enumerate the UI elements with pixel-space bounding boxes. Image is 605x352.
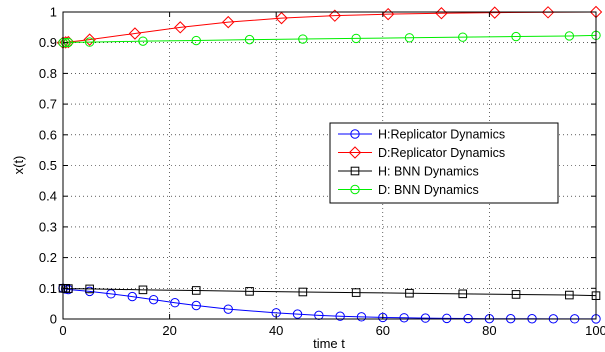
y-tick-label: 0.3 — [39, 219, 57, 234]
data-point — [128, 27, 142, 40]
y-tick-label: 0.6 — [39, 127, 57, 142]
tick-labels: 0 20 40 60 80 100 0 0.1 0.2 0.3 0.4 0.5 0.6 0.7 0.8 0.9… — [39, 5, 605, 339]
y-axis-label: x(t) — [11, 156, 26, 175]
data-point — [541, 6, 555, 19]
data-point — [127, 291, 137, 302]
data-point — [60, 38, 71, 48]
legend-item: H: BNN Dynamics — [338, 165, 479, 179]
data-point — [335, 311, 345, 321]
legend-label: D: BNN Dynamics — [378, 183, 479, 197]
legend-marker — [348, 146, 362, 159]
y-tick-label: 0.2 — [39, 250, 57, 265]
data-point — [511, 290, 521, 299]
data-point — [298, 34, 308, 44]
data-point — [328, 9, 342, 22]
series-line — [62, 11, 597, 44]
y-tick-label: 0 — [50, 312, 57, 327]
legend-item: H:Replicator Dynamics — [338, 128, 505, 142]
y-tick-label: 0.8 — [39, 66, 57, 81]
x-tick-label: 100 — [585, 323, 605, 338]
y-tick-label: 0.4 — [39, 189, 57, 204]
legend-label: H:Replicator Dynamics — [378, 128, 505, 142]
data-point — [148, 294, 159, 305]
data-point — [356, 312, 367, 322]
x-axis-label: time t — [313, 336, 345, 351]
data-point — [420, 313, 431, 323]
data-point — [351, 288, 361, 297]
axis-ticks — [62, 11, 597, 320]
data-point — [170, 298, 180, 308]
data-point — [404, 33, 415, 43]
legend-label: D:Replicator Dynamics — [378, 146, 505, 160]
data-point — [511, 31, 521, 42]
data-point — [314, 310, 324, 321]
data-point — [405, 288, 414, 298]
data-point — [488, 6, 501, 19]
series-line — [63, 34, 597, 44]
data-point — [191, 286, 201, 295]
y-tick-label: 0.5 — [39, 158, 57, 173]
y-tick-label: 0.7 — [39, 97, 57, 112]
data-point — [138, 285, 148, 295]
legend-item: D:Replicator Dynamics — [338, 146, 505, 160]
data-point — [399, 313, 409, 323]
legend-marker — [350, 166, 360, 176]
x-tick-label: 60 — [376, 323, 390, 338]
series-layer — [56, 5, 603, 324]
x-tick-label: 40 — [269, 323, 283, 338]
data-point — [298, 287, 308, 297]
data-point — [83, 33, 96, 46]
data-point — [565, 290, 574, 300]
data-point — [275, 11, 288, 25]
data-point — [378, 312, 388, 323]
data-point — [138, 36, 148, 46]
data-point — [292, 309, 303, 319]
data-point — [245, 287, 254, 296]
data-point — [223, 304, 233, 314]
legend-label: H: BNN Dynamics — [378, 165, 479, 179]
y-tick-label: 0.1 — [39, 281, 57, 296]
legend-marker — [350, 129, 360, 139]
y-tick-label: 1 — [50, 5, 57, 20]
legend-item: D: BNN Dynamics — [338, 183, 479, 197]
data-point — [174, 21, 187, 34]
data-point — [458, 32, 468, 42]
data-point — [244, 34, 255, 45]
x-tick-label: 80 — [482, 323, 496, 338]
data-point — [191, 35, 201, 46]
y-tick-label: 0.9 — [39, 35, 57, 50]
data-point — [191, 300, 201, 311]
data-point — [85, 284, 94, 294]
data-point — [84, 37, 95, 47]
legend: H:Replicator Dynamics D:Replicator Dynami… — [329, 122, 559, 204]
x-tick-label: 0 — [59, 323, 66, 338]
data-point — [435, 7, 448, 20]
data-point — [442, 313, 452, 324]
x-tick-label: 20 — [162, 323, 176, 338]
legend-marker — [350, 184, 360, 195]
data-point — [564, 31, 575, 41]
data-point — [222, 15, 235, 29]
data-point — [351, 33, 361, 44]
data-point — [458, 289, 468, 299]
